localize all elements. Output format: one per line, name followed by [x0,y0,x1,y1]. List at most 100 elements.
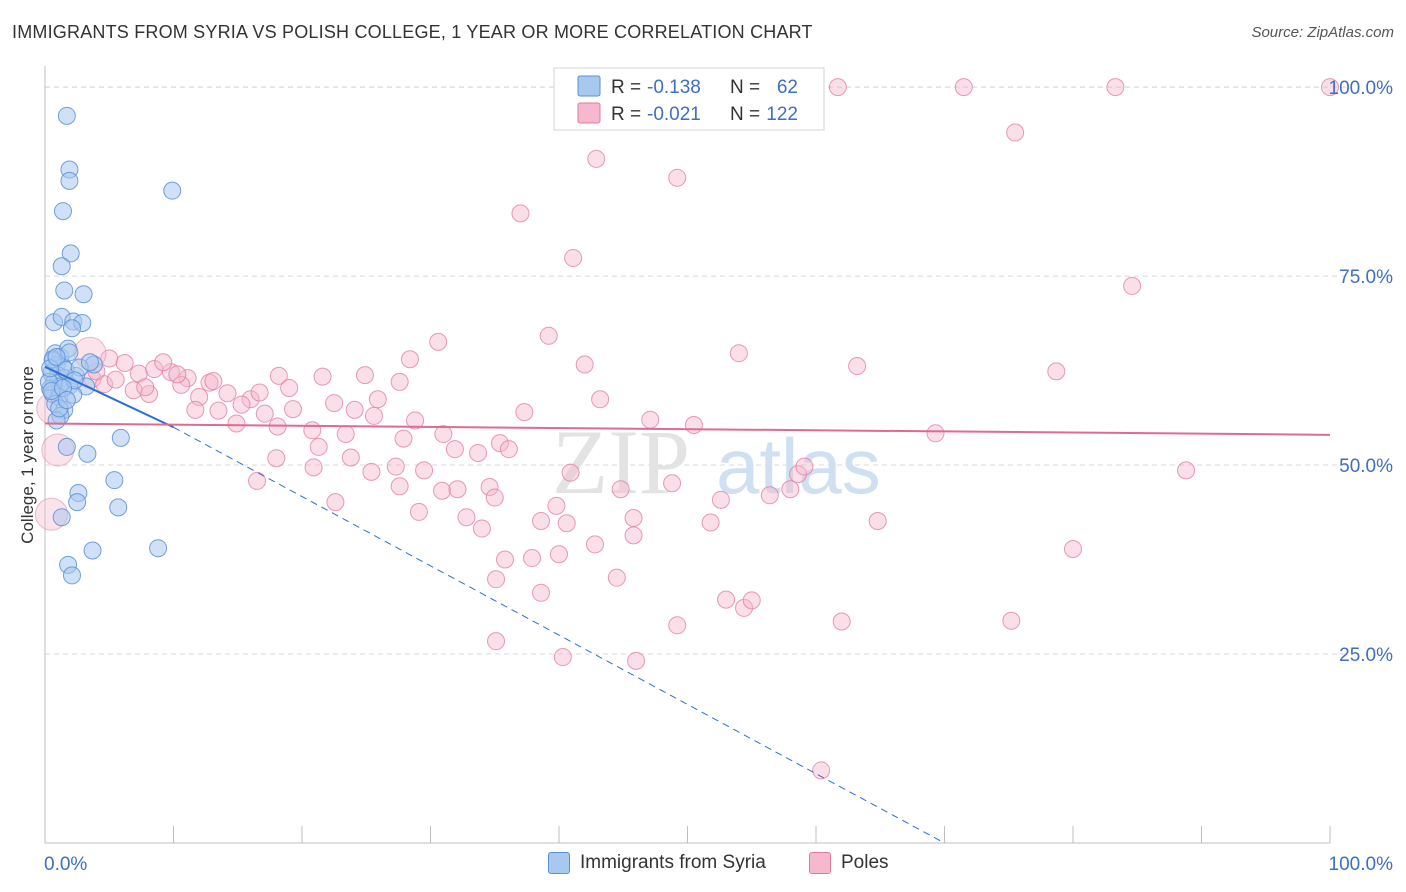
syria-point [57,437,76,456]
legend-swatch-poles [577,102,601,124]
poles-point [429,332,448,351]
legend-n-label-2: N = [730,104,760,125]
syria-point [105,471,124,490]
poles-trend-line [44,422,1331,436]
poles-point [136,378,155,397]
syria-point [62,566,81,585]
poles-point [585,535,604,554]
legend-swatch-syria [577,75,601,97]
poles-point [362,462,381,481]
poles-point [248,471,267,490]
poles-point [575,355,594,374]
poles-points [34,78,1339,780]
poles-point [1321,78,1339,97]
poles-point [490,434,509,453]
poles-point [553,648,572,667]
poles-point [106,370,125,389]
poles-point [627,651,646,670]
legend-top: R = -0.138 N = 62 R = -0.021 N = 122 [553,67,825,131]
poles-point [480,477,499,496]
poles-point [1177,461,1196,480]
poles-point [668,168,687,187]
poles-point [717,590,736,609]
poles-point [406,411,425,430]
legend-n-value-2: 122 [766,104,798,125]
syria-point [57,391,76,410]
syria-point [163,181,182,200]
poles-point [624,526,643,545]
poles-point [868,511,887,530]
poles-point [434,425,453,444]
syria-point [52,508,71,527]
poles-point [457,508,476,527]
syria-trend-line [44,365,174,429]
poles-point [433,481,452,500]
poles-point [828,78,847,97]
source-label: Source: ZipAtlas.com [1251,24,1394,41]
poles-point [326,493,345,512]
syria-points [39,106,182,585]
poles-point [168,365,187,384]
poles-point [812,761,831,780]
trend-lines [44,365,1331,844]
poles-point [390,477,409,496]
poles-point [561,463,580,482]
poles-point [124,381,143,400]
poles-point [926,424,945,443]
poles-point [280,378,299,397]
poles-point [309,437,328,456]
y-tick-label: 75.0% [1339,267,1393,288]
poles-point [795,457,814,476]
legend-r-label-2: R = [611,104,641,125]
poles-point [781,480,800,499]
syria-point [74,285,93,304]
syria-point [60,171,79,190]
poles-point [1002,611,1021,630]
legend-item-poles: Poles [809,852,889,874]
legend-r-value-1: -0.138 [647,77,701,98]
poles-point [355,366,374,385]
syria-point [55,281,74,300]
poles-point [547,496,566,515]
poles-point [684,415,703,434]
poles-point [394,429,413,448]
poles-point [729,344,748,363]
poles-point [1064,539,1082,558]
poles-point [390,372,409,391]
poles-point [115,354,134,373]
syria-trend-extrapolated [173,426,945,844]
poles-point [1006,123,1025,142]
x-tick-label-max: 100.0% [1329,854,1394,875]
syria-point [109,498,128,517]
syria-point [53,202,72,221]
poles-point [641,410,660,429]
poles-point [386,457,405,476]
x-tick-label-min: 0.0% [44,854,87,875]
syria-point [61,244,80,263]
poles-point [345,400,364,419]
poles-point [789,465,808,484]
poles-point [415,461,434,480]
poles-point [364,406,383,425]
poles-point [1106,78,1125,97]
poles-point [255,404,274,423]
syria-point [78,444,97,463]
poles-point [496,550,515,569]
syria-point [68,493,87,512]
poles-point [532,583,551,602]
legend-label-syria: Immigrants from Syria [580,852,766,873]
poles-point [832,612,851,631]
syria-point [83,541,102,560]
poles-point [515,403,534,422]
poles-point [735,598,754,617]
poles-point [341,448,360,467]
legend-swatch-syria-bottom [548,852,570,874]
syria-point [111,428,130,447]
poles-point [303,421,322,440]
axes [44,66,1331,844]
legend-item-syria: Immigrants from Syria [548,852,766,874]
poles-point [668,616,687,635]
poles-point [469,443,488,462]
poles-point [532,511,551,530]
